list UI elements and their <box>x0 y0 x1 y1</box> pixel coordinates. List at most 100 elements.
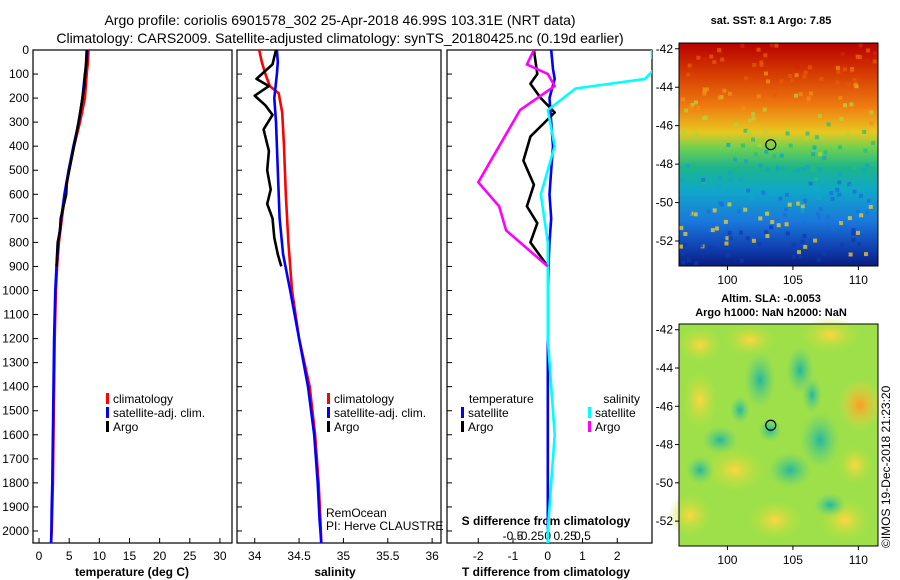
difference-series-lines <box>476 50 652 543</box>
depth-tick-label: 1600 <box>2 428 29 442</box>
legend-label-t-satellite: satellite <box>468 406 509 420</box>
legend-swatch-s-argo <box>588 421 591 432</box>
argo-location-marker <box>765 419 777 431</box>
x-tick-label: 30 <box>213 549 227 563</box>
depth-tick-label: 0 <box>22 43 29 57</box>
depth-axis: 0 100 200 300 400 500 600 700 800 900 1000 1100 1200… <box>2 43 452 538</box>
depth-tick-label: 600 <box>9 187 29 201</box>
x-tick-label: 10 <box>93 549 107 563</box>
x-tick-label: 35.5 <box>376 549 400 563</box>
lon-tick-label: 105 <box>783 553 803 567</box>
legend-label-s-satellite: satellite <box>595 406 636 420</box>
lon-tick-label: 105 <box>783 273 803 287</box>
legend-title-temperature: temperature <box>469 392 534 406</box>
lat-tick-label: -42 <box>656 323 674 337</box>
depth-tick-label: 400 <box>9 139 29 153</box>
lon-tick-label: 100 <box>717 553 737 567</box>
x-tick-label: 0 <box>36 549 43 563</box>
footnote-pi: PI: Herve CLAUSTRE <box>326 519 443 533</box>
lat-tick-label: -46 <box>656 399 674 413</box>
lat-tick-label: -44 <box>656 80 674 94</box>
lat-tick-label: -50 <box>656 196 674 210</box>
depth-tick-label: 1300 <box>2 356 29 370</box>
x-tick-label: 15 <box>123 549 137 563</box>
s-tick-label: -0.5 <box>503 529 524 543</box>
sla-map-texture <box>668 317 882 542</box>
legend-swatch-argo <box>327 421 330 432</box>
lat-tick-label: -42 <box>656 42 674 56</box>
depth-tick-label: 200 <box>9 91 29 105</box>
legend-label-t-argo: Argo <box>468 420 494 434</box>
salinity-x-label: salinity <box>314 565 356 579</box>
s-tick-label: 0.5 <box>574 529 591 543</box>
salinity-legend: climatology satellite-adj. clim. Argo <box>327 392 426 434</box>
legend-swatch-satellite <box>106 407 109 418</box>
legend-swatch-s-satellite <box>588 407 591 418</box>
lon-tick-label: 100 <box>717 273 737 287</box>
temperature-series-lines <box>49 50 90 543</box>
legend-label-s-argo: Argo <box>595 420 621 434</box>
sla-map-frame <box>678 323 879 547</box>
legend-swatch-t-satellite <box>461 407 464 418</box>
lat-tick-label: -48 <box>656 438 674 452</box>
depth-tick-label: 1400 <box>2 380 29 394</box>
series-line-climatology <box>49 50 90 543</box>
legend-swatch-climatology <box>327 393 330 404</box>
legend-label-argo: Argo <box>113 420 139 434</box>
legend-label-argo: Argo <box>334 420 360 434</box>
s-tick-label: -0.25 <box>517 529 545 543</box>
lat-tick-label: -52 <box>656 514 674 528</box>
temperature-x-axis: 0 5 10 15 20 25 30 <box>36 538 227 563</box>
series-line-s-argo <box>476 50 557 268</box>
legend-title-salinity: salinity <box>603 392 640 406</box>
s-tick-label: 0.25 <box>553 529 577 543</box>
legend-label-satellite: satellite-adj. clim. <box>334 406 426 420</box>
s-difference-x-axis: -0.5-0.25 0 0.250.5 <box>503 529 591 543</box>
depth-tick-label: 800 <box>9 235 29 249</box>
salinity-x-axis: 34 34.5 35 35.5 36 <box>248 538 439 563</box>
depth-tick-label: 900 <box>9 259 29 273</box>
lat-tick-label: -48 <box>656 157 674 171</box>
difference-legend: temperature salinity satellite Argo sate… <box>461 392 640 434</box>
legend-label-climatology: climatology <box>334 392 394 406</box>
sst-map-lon-axis: 100 105 110 <box>717 266 868 287</box>
x-tick-label: 20 <box>153 549 167 563</box>
depth-tick-label: 1200 <box>2 332 29 346</box>
x-tick-label: -2 <box>473 549 484 563</box>
series-line-satellite-adj-clim- <box>272 50 323 543</box>
depth-tick-label: 700 <box>9 211 29 225</box>
sst-map-title: sat. SST: 8.1 Argo: 7.85 <box>711 15 832 27</box>
x-tick-label: 34.5 <box>287 549 311 563</box>
footnote-project: RemOcean <box>326 506 387 520</box>
sla-map-title: Altim. SLA: -0.0053 <box>721 293 821 305</box>
legend-swatch-climatology <box>106 393 109 404</box>
depth-tick-label: 1500 <box>2 404 29 418</box>
lat-tick-label: -46 <box>656 119 674 133</box>
sst-map-lat-axis: -42 -44 -46 -48 -50 -52 <box>656 42 679 248</box>
x-tick-label: 36 <box>425 549 439 563</box>
sst-map-field <box>679 43 878 266</box>
t-difference-x-label: T difference from climatology <box>462 565 630 579</box>
sla-map: -42 -44 -46 -48 -50 -52 100 105 110 <box>656 317 882 567</box>
sla-map-subtitle: Argo h1000: NaN h2000: NaN <box>695 307 847 319</box>
x-tick-label: 0 <box>544 549 551 563</box>
series-line-s-satellite <box>539 50 652 543</box>
lon-tick-label: 110 <box>849 273 868 287</box>
x-tick-label: 25 <box>183 549 197 563</box>
x-tick-label: 35 <box>337 549 351 563</box>
sla-map-lat-axis: -42 -44 -46 -48 -50 -52 <box>656 323 679 528</box>
series-line-argo <box>55 50 88 267</box>
lon-tick-label: 110 <box>849 553 868 567</box>
depth-tick-label: 1100 <box>3 308 29 322</box>
depth-tick-label: 2000 <box>2 524 29 538</box>
temperature-legend: climatology satellite-adj. clim. Argo <box>106 392 205 434</box>
credit-text: ©IMOS 19-Dec-2018 21:23:20 <box>879 385 893 548</box>
depth-tick-label: 300 <box>9 115 29 129</box>
x-tick-label: 5 <box>66 549 73 563</box>
sst-map-texture <box>679 43 878 266</box>
lat-tick-label: -50 <box>656 476 674 490</box>
x-tick-label: 34 <box>248 549 262 563</box>
legend-label-satellite: satellite-adj. clim. <box>113 406 205 420</box>
argo-location-marker <box>765 139 777 151</box>
depth-tick-label: 100 <box>9 67 29 81</box>
